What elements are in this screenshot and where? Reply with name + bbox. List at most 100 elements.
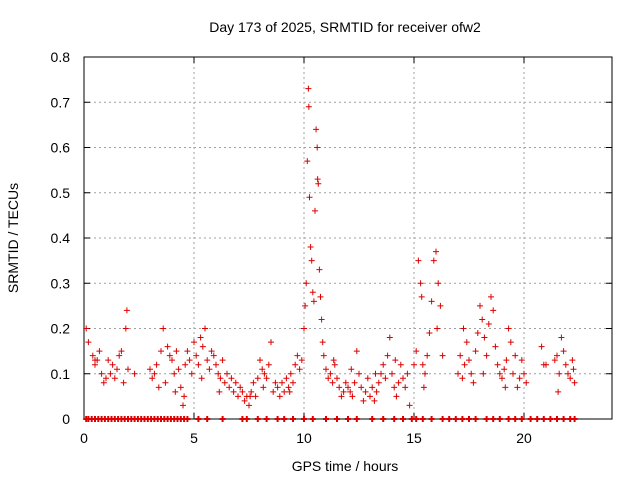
data-point: [461, 361, 468, 368]
data-point: [392, 357, 399, 364]
data-point: [96, 348, 103, 355]
data-point: [338, 393, 345, 400]
data-point-zero: [459, 416, 466, 422]
data-point: [125, 366, 131, 373]
data-point: [501, 366, 508, 373]
data-point: [406, 402, 413, 409]
x-axis: 0 5 10 15 20: [80, 57, 532, 446]
data-point: [309, 289, 316, 296]
data-point: [314, 176, 321, 183]
data-point-zero: [547, 416, 554, 422]
y-tick-label: 0.6: [51, 140, 71, 156]
data-point: [162, 379, 169, 386]
data-point: [226, 384, 233, 391]
data-point: [175, 366, 182, 373]
data-point-zero: [353, 416, 360, 422]
data-point: [206, 366, 213, 373]
data-point: [551, 357, 558, 364]
data-point-zero: [439, 416, 446, 422]
data-point: [472, 348, 479, 355]
data-point-zero: [263, 416, 270, 422]
data-point-zero: [380, 416, 387, 422]
data-point: [380, 361, 387, 368]
data-point-zero: [472, 416, 479, 422]
data-point: [479, 316, 486, 323]
data-point: [554, 352, 560, 359]
data-point: [488, 293, 494, 300]
data-point: [543, 361, 549, 368]
data-point: [158, 348, 164, 355]
data-point: [353, 348, 360, 355]
data-point: [330, 357, 337, 364]
data-point-zero: [554, 416, 560, 422]
data-point: [336, 384, 343, 391]
data-point: [268, 339, 274, 346]
data-point: [204, 357, 211, 364]
data-point: [160, 325, 167, 332]
data-point: [118, 348, 125, 355]
data-point: [358, 384, 365, 391]
data-point: [246, 402, 252, 409]
data-point-zero: [571, 416, 578, 422]
data-point: [230, 388, 237, 395]
data-point: [155, 384, 162, 391]
data-point: [386, 334, 393, 341]
data-point: [173, 348, 180, 355]
data-point: [485, 320, 492, 327]
data-point: [569, 357, 576, 364]
data-point-zero: [512, 416, 519, 422]
data-point: [521, 370, 527, 377]
data-point: [292, 361, 299, 368]
data-point: [345, 384, 351, 391]
data-point: [177, 384, 184, 391]
data-point: [254, 375, 261, 382]
data-point: [310, 298, 317, 305]
data-point: [151, 370, 158, 377]
data-point-zero: [505, 416, 512, 422]
data-point-zero: [243, 416, 250, 422]
data-point: [210, 352, 217, 359]
data-point: [567, 375, 574, 382]
y-tick-label: 0.5: [51, 185, 71, 201]
data-point: [274, 384, 281, 391]
data-point: [92, 357, 98, 364]
data-point-zero: [301, 416, 307, 422]
y-tick-label: 0.4: [51, 230, 71, 246]
data-point-zero: [274, 416, 281, 422]
data-point: [404, 370, 411, 377]
data-point: [164, 343, 171, 350]
data-point: [439, 352, 446, 359]
data-point: [556, 370, 563, 377]
data-point: [348, 366, 355, 373]
data-point: [304, 158, 311, 165]
x-tick-label: 10: [296, 430, 312, 446]
data-point-zero: [369, 416, 376, 422]
data-point: [417, 280, 424, 287]
data-series-srmtid: [83, 85, 578, 422]
data-point: [107, 370, 114, 377]
data-point: [320, 352, 327, 359]
data-point-zero: [195, 416, 202, 422]
data-point: [216, 388, 223, 395]
data-point-zero: [483, 416, 490, 422]
data-point: [208, 348, 215, 355]
data-point-zero: [345, 416, 351, 422]
data-point-zero: [466, 416, 472, 422]
data-point: [312, 207, 318, 214]
data-point: [283, 375, 290, 382]
data-point: [109, 361, 116, 368]
data-point: [257, 357, 263, 364]
data-point: [241, 397, 248, 404]
data-point: [261, 370, 268, 377]
data-point: [221, 379, 228, 386]
data-point: [306, 194, 313, 201]
data-point: [272, 379, 279, 386]
data-point-zero: [413, 416, 420, 422]
data-point: [202, 325, 208, 332]
data-point: [270, 388, 277, 395]
y-tick-label: 0.3: [51, 275, 71, 291]
data-point: [279, 379, 285, 386]
data-point: [494, 361, 501, 368]
data-point: [290, 379, 296, 386]
data-point-zero: [254, 416, 261, 422]
